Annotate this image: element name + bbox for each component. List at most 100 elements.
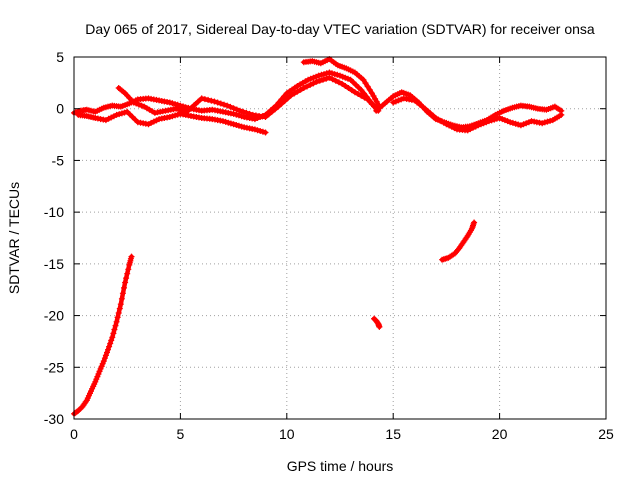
data-point: [214, 99, 221, 106]
data-point: [320, 76, 326, 83]
x-tick-label: 20: [492, 426, 508, 442]
data-point: [227, 120, 234, 127]
data-point: [470, 124, 476, 131]
data-point: [110, 330, 117, 337]
data-point: [300, 85, 307, 91]
data-point: [547, 117, 554, 124]
data-point: [315, 72, 322, 79]
data-point: [501, 117, 508, 124]
data-point: [230, 105, 237, 112]
data-point: [113, 318, 120, 325]
y-axis-label: SDTVAR / TECUs: [6, 182, 22, 294]
data-point: [217, 100, 224, 107]
x-tick-label: 0: [70, 426, 78, 442]
series-arc-low-right: [439, 219, 478, 263]
y-tick-label: -20: [44, 308, 64, 324]
data-point: [240, 108, 247, 115]
data-point: [117, 301, 124, 308]
data-point: [342, 83, 349, 89]
data-point: [175, 106, 182, 113]
data-point: [310, 80, 317, 87]
data-point: [443, 121, 450, 128]
data-point: [106, 343, 113, 350]
x-tick-label: 25: [598, 426, 614, 442]
data-point: [488, 117, 495, 124]
data-point: [235, 122, 242, 129]
data-point: [108, 337, 115, 344]
data-point: [125, 266, 132, 273]
data-point: [512, 120, 519, 127]
data-point: [329, 76, 336, 83]
y-tick-labels: 5 0 -5 -10 -15 -20 -25 -30: [44, 49, 64, 427]
data-point: [112, 322, 119, 329]
data-point: [364, 83, 371, 90]
data-point: [100, 358, 107, 365]
data-point: [181, 108, 188, 114]
data-point: [265, 111, 272, 118]
data-point: [116, 111, 123, 118]
data-point: [109, 334, 116, 341]
data-point: [358, 92, 365, 99]
data-point: [262, 114, 269, 120]
data-point: [321, 71, 327, 78]
data-point: [110, 113, 117, 120]
data-point: [150, 118, 157, 125]
data-point: [124, 270, 131, 277]
data-point: [329, 70, 335, 77]
data-point: [116, 305, 123, 312]
data-point: [169, 100, 176, 107]
series-arc-low-mid: [371, 315, 383, 330]
data-point: [337, 72, 343, 79]
x-tick-labels: 0 5 10 15 20 25: [70, 426, 614, 442]
data-point: [208, 97, 215, 104]
data-point: [307, 75, 314, 82]
data-point: [335, 79, 342, 86]
data-point: [191, 102, 198, 109]
data-point: [496, 115, 503, 121]
data-point: [209, 106, 216, 113]
axis-ticks: [73, 56, 607, 420]
data-point: [133, 100, 140, 107]
data-point: [515, 121, 522, 128]
data-point: [294, 88, 301, 95]
data-point: [107, 340, 114, 347]
chart-title: Day 065 of 2017, Sidereal Day-to-day VTE…: [85, 21, 595, 37]
data-point: [224, 102, 231, 109]
data-point: [222, 118, 229, 125]
data-point: [169, 113, 176, 120]
x-tick-label: 15: [385, 426, 401, 442]
x-axis-label: GPS time / hours: [287, 458, 394, 474]
data-point: [183, 108, 190, 115]
data-point: [119, 290, 126, 297]
data-point: [376, 323, 383, 330]
data-point: [523, 120, 530, 127]
data-point: [233, 106, 240, 113]
data-point: [361, 94, 368, 101]
data-point: [358, 87, 365, 94]
data-point: [448, 123, 455, 130]
data-point: [348, 87, 355, 94]
data-point: [471, 219, 478, 226]
data-point: [284, 95, 291, 102]
data-point: [304, 83, 310, 90]
data-point: [135, 101, 142, 108]
data-point: [102, 117, 109, 124]
data-point: [205, 96, 212, 103]
data-point: [323, 75, 330, 82]
data-point: [272, 106, 279, 113]
data-point: [288, 92, 295, 99]
data-point: [111, 326, 118, 333]
data-point: [326, 74, 333, 81]
data-point: [351, 89, 358, 96]
data-point: [558, 111, 565, 118]
data-point: [507, 119, 514, 126]
series-arc-main-3: [115, 74, 380, 120]
plot-frame: [73, 56, 607, 420]
data-point: [121, 284, 127, 291]
data-point: [211, 98, 218, 105]
data-point: [323, 70, 330, 77]
data-point: [257, 128, 264, 134]
y-tick-label: -10: [44, 204, 64, 220]
data-point: [243, 109, 250, 116]
data-point: [520, 121, 527, 128]
